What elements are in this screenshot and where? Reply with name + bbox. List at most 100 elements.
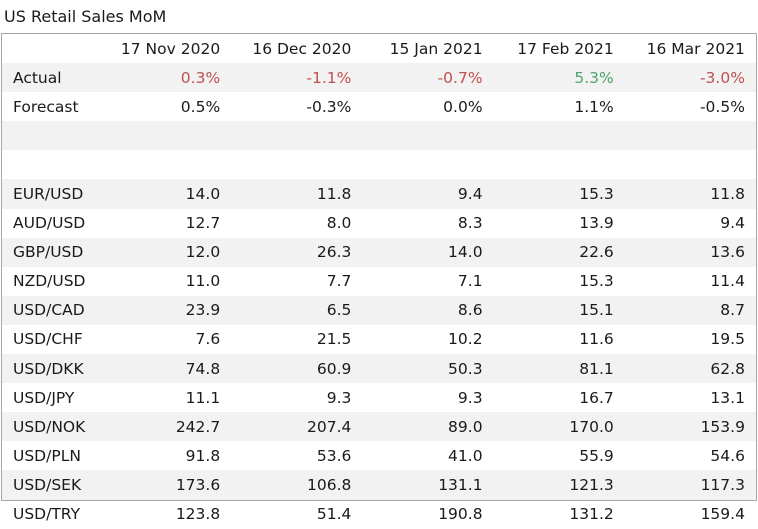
pair-value: 173.6	[175, 475, 221, 494]
table-title: US Retail Sales MoM	[4, 7, 167, 26]
pair-value: 159.4	[700, 505, 745, 524]
pair-value: 23.9	[185, 301, 221, 320]
pair-value: 153.9	[700, 417, 745, 436]
pair-label: USD/CHF	[13, 330, 83, 349]
forecast-value: 1.1%	[574, 97, 614, 116]
pair-value: 91.8	[185, 446, 221, 465]
pair-value: 74.8	[185, 359, 221, 378]
pair-label: AUD/USD	[13, 214, 86, 233]
column-header: 17 Feb 2021	[517, 39, 614, 58]
forecast-value: 0.0%	[443, 97, 483, 116]
pair-value: 11.4	[710, 272, 745, 291]
actual-value: -3.0%	[699, 68, 745, 87]
pair-value: 9.3	[326, 388, 352, 407]
row-label: Forecast	[13, 97, 79, 116]
spacer-row	[2, 121, 756, 151]
pair-value: 9.3	[457, 388, 483, 407]
pair-value: 8.7	[720, 301, 745, 320]
pair-value: 123.8	[175, 505, 221, 524]
pair-label: NZD/USD	[13, 272, 86, 291]
spacer-row	[2, 150, 756, 179]
pair-value: 81.1	[579, 359, 614, 378]
actual-value: 5.3%	[574, 68, 614, 87]
pair-value: 15.3	[579, 272, 614, 291]
pair-value: 8.0	[326, 214, 352, 233]
pair-label: USD/CAD	[13, 301, 85, 320]
table-row: USD/CHF 7.6 21.5 10.2 11.6 19.5	[2, 325, 756, 354]
pair-value: 13.9	[579, 214, 614, 233]
table-row: EUR/USD 14.0 11.8 9.4 15.3 11.8	[2, 179, 756, 209]
pair-label: USD/SEK	[13, 475, 82, 494]
table-row: USD/PLN 91.8 53.6 41.0 55.9 54.6	[2, 441, 756, 470]
pair-value: 7.1	[457, 272, 483, 291]
pair-value: 170.0	[569, 417, 614, 436]
pair-value: 13.1	[710, 388, 745, 407]
header-row: 17 Nov 2020 16 Dec 2020 15 Jan 2021 17 F…	[2, 34, 756, 63]
pair-value: 50.3	[448, 359, 483, 378]
retail-sales-table: 17 Nov 2020 16 Dec 2020 15 Jan 2021 17 F…	[1, 33, 757, 523]
pair-value: 54.6	[710, 446, 745, 465]
pair-value: 14.0	[185, 185, 221, 204]
pair-value: 12.7	[185, 214, 221, 233]
pair-label: USD/TRY	[13, 505, 81, 524]
pair-value: 11.8	[316, 185, 352, 204]
pair-value: 121.3	[569, 475, 614, 494]
pair-label: EUR/USD	[13, 185, 84, 204]
pair-value: 131.2	[569, 505, 614, 524]
table-row: USD/DKK 74.8 60.9 50.3 81.1 62.8	[2, 354, 756, 384]
column-header: 17 Nov 2020	[120, 39, 221, 58]
pair-label: USD/JPY	[13, 388, 75, 407]
pair-value: 14.0	[448, 243, 483, 262]
forecast-row: Forecast 0.5% -0.3% 0.0% 1.1% -0.5%	[2, 92, 756, 121]
row-label: Actual	[13, 68, 62, 87]
actual-row: Actual 0.3% -1.1% -0.7% 5.3% -3.0%	[2, 63, 756, 93]
table-row: GBP/USD 12.0 26.3 14.0 22.6 13.6	[2, 237, 756, 267]
pair-value: 9.4	[720, 214, 745, 233]
pair-value: 62.8	[710, 359, 745, 378]
forecast-value: 0.5%	[180, 97, 221, 116]
pair-value: 22.6	[579, 243, 614, 262]
pair-label: GBP/USD	[13, 243, 84, 262]
table-row: AUD/USD 12.7 8.0 8.3 13.9 9.4	[2, 209, 756, 238]
column-header: 16 Mar 2021	[646, 39, 745, 58]
pair-value: 11.1	[185, 388, 221, 407]
pair-label: USD/NOK	[13, 417, 86, 436]
pair-value: 8.3	[457, 214, 483, 233]
pair-value: 41.0	[448, 446, 483, 465]
actual-value: 0.3%	[180, 68, 221, 87]
pair-value: 9.4	[457, 185, 483, 204]
actual-value: -0.7%	[437, 68, 483, 87]
pair-value: 242.7	[175, 417, 221, 436]
pair-value: 26.3	[316, 243, 352, 262]
table-row: USD/CAD 23.9 6.5 8.6 15.1 8.7	[2, 295, 756, 325]
pair-value: 21.5	[316, 330, 352, 349]
pair-value: 89.0	[448, 417, 483, 436]
column-header: 15 Jan 2021	[389, 39, 483, 58]
pair-value: 15.3	[579, 185, 614, 204]
pair-value: 10.2	[448, 330, 483, 349]
pair-value: 51.4	[316, 505, 352, 524]
table-row: USD/SEK 173.6 106.8 131.1 121.3 117.3	[2, 470, 756, 500]
pair-value: 7.6	[195, 330, 221, 349]
pair-value: 207.4	[307, 417, 352, 436]
currency-pair-rows: EUR/USD 14.0 11.8 9.4 15.3 11.8 AUD/USD 12.7 8.0…	[2, 179, 756, 528]
actual-value: -1.1%	[306, 68, 352, 87]
pair-value: 19.5	[710, 330, 745, 349]
pair-label: USD/DKK	[13, 359, 84, 378]
pair-value: 131.1	[438, 475, 483, 494]
forecast-value: -0.3%	[306, 97, 352, 116]
pair-value: 16.7	[579, 388, 614, 407]
forecast-value: -0.5%	[699, 97, 745, 116]
pair-value: 11.6	[579, 330, 614, 349]
pair-value: 7.7	[326, 272, 352, 291]
pair-value: 11.8	[710, 185, 745, 204]
table-row: USD/TRY 123.8 51.4 190.8 131.2 159.4	[2, 500, 756, 529]
pair-value: 55.9	[579, 446, 614, 465]
pair-value: 60.9	[316, 359, 352, 378]
table-row: USD/NOK 242.7 207.4 89.0 170.0 153.9	[2, 412, 756, 442]
table-row: NZD/USD 11.0 7.7 7.1 15.3 11.4	[2, 267, 756, 296]
pair-value: 190.8	[438, 505, 483, 524]
pair-value: 15.1	[579, 301, 614, 320]
pair-value: 11.0	[185, 272, 221, 291]
pair-value: 13.6	[710, 243, 745, 262]
